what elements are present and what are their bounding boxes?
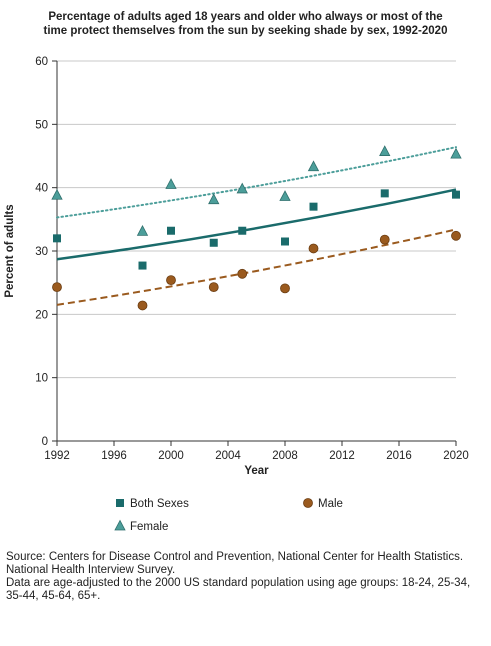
data-point-female-2020	[450, 147, 462, 159]
data-point-both-sexes-2000	[167, 226, 175, 235]
data-point-both-sexes-2003	[209, 238, 218, 247]
footnote-line-2: National Health Interview Survey.	[6, 564, 176, 576]
data-point-male-2010	[308, 243, 319, 254]
x-tick-label-2004: 2004	[215, 450, 241, 462]
x-axis-label: Year	[244, 465, 269, 477]
data-point-female-1998	[136, 225, 149, 236]
x-tick-label-1992: 1992	[44, 450, 70, 462]
legend-label-female: Female	[130, 521, 168, 533]
x-tick-label-2000: 2000	[158, 450, 184, 462]
chart-title-line-1: Percentage of adults aged 18 years and o…	[48, 11, 443, 23]
y-axis-label: Percent of adults	[4, 204, 16, 297]
footnote-line-4: 35-44, 45-64, 65+.	[6, 590, 101, 602]
data-point-both-sexes-2020	[452, 190, 460, 199]
y-tick-label-20: 20	[35, 309, 48, 321]
data-point-male-2015	[379, 234, 390, 245]
y-tick-label-40: 40	[35, 183, 48, 195]
data-point-both-sexes-2015	[380, 189, 389, 198]
legend-marker-male	[303, 498, 313, 508]
legend-label-both-sexes: Both Sexes	[130, 498, 189, 510]
trend-line-male	[56, 228, 457, 306]
data-point-male-1998	[137, 300, 148, 311]
data-point-female-2005	[236, 182, 248, 194]
legend-item-male: Male	[303, 498, 343, 510]
y-tick-label-60: 60	[35, 56, 48, 68]
data-point-both-sexes-2005	[238, 226, 247, 235]
legend-item-both-sexes: Both Sexes	[116, 498, 189, 510]
y-tick-label-30: 30	[35, 246, 48, 258]
data-point-male-2003	[208, 282, 219, 293]
data-point-male-2000	[166, 275, 176, 286]
data-point-female-2010	[307, 160, 320, 172]
trend-line-both-sexes	[56, 188, 457, 261]
footnote-line-1: Source: Centers for Disease Control and …	[6, 551, 464, 563]
chart-title-line-2: time protect themselves from the sun by …	[43, 25, 448, 37]
data-point-male-2008	[280, 283, 290, 294]
data-point-both-sexes-2008	[281, 237, 289, 246]
data-point-both-sexes-1998	[138, 261, 147, 270]
y-tick-label-0: 0	[42, 436, 48, 448]
legend-marker-both-sexes	[116, 499, 124, 507]
x-tick-label-2020: 2020	[443, 450, 469, 462]
data-point-female-2008	[279, 190, 291, 201]
trend-line-female	[56, 146, 457, 219]
legend-marker-female	[114, 519, 126, 531]
data-point-male-2020	[451, 230, 461, 241]
footnote-source: Source: Centers for Disease Control and …	[6, 551, 488, 603]
data-point-both-sexes-2010	[309, 202, 318, 211]
data-point-female-2015	[379, 145, 391, 156]
y-tick-label-10: 10	[35, 373, 48, 385]
chart-title: Percentage of adults aged 18 years and o…	[0, 10, 491, 38]
y-tick-label-50: 50	[35, 119, 48, 131]
data-point-female-2000	[165, 178, 177, 189]
x-tick-label-2012: 2012	[329, 450, 355, 462]
legend-item-female: Female	[114, 519, 168, 533]
x-tick-label-1996: 1996	[101, 450, 127, 462]
legend-label-male: Male	[318, 498, 343, 510]
data-point-male-2005	[237, 268, 248, 279]
x-tick-label-2008: 2008	[272, 450, 298, 462]
data-point-female-2003	[208, 193, 220, 205]
footnote-line-3: Data are age-adjusted to the 2000 US sta…	[6, 577, 471, 589]
data-point-female-1992	[51, 188, 63, 200]
data-point-both-sexes-1992	[53, 234, 61, 243]
x-tick-label-2016: 2016	[386, 450, 412, 462]
data-point-male-1992	[52, 282, 62, 293]
